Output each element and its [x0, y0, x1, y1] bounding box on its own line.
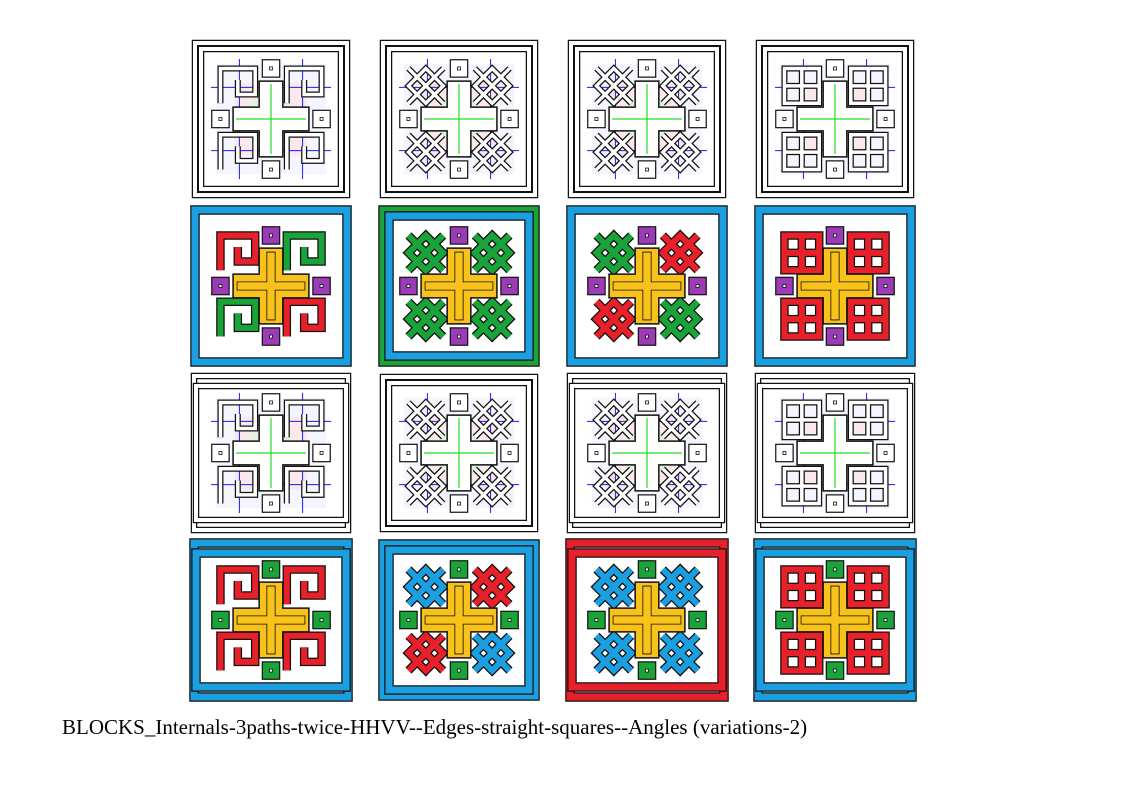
corner-knot [593, 132, 634, 173]
corner-knot [472, 399, 513, 440]
corner-knot [847, 632, 889, 674]
corner-knot [849, 467, 888, 506]
pattern-block [190, 205, 352, 367]
corner-knot [782, 400, 821, 439]
corner-knot [592, 565, 636, 609]
corner-knot [404, 565, 448, 609]
corner-knot [592, 231, 636, 275]
corner-knot [217, 232, 259, 271]
pattern-block [567, 39, 727, 199]
pattern-block [754, 205, 916, 367]
pattern-block [190, 372, 352, 534]
corner-knot [849, 133, 888, 172]
corner-knot [592, 297, 636, 341]
pattern-block [189, 538, 353, 702]
center-cross [420, 247, 498, 325]
pattern-block [191, 39, 351, 199]
corner-knot [218, 66, 257, 104]
corner-knot [658, 565, 702, 609]
corner-knot [781, 566, 823, 608]
figure-caption: BLOCKS_Internals-3paths-twice-HHVV--Edge… [62, 715, 808, 739]
corner-knot [285, 400, 324, 438]
corner-knot [658, 631, 702, 675]
corner-knot [470, 297, 514, 341]
corner-knot [283, 566, 325, 605]
corner-knot [472, 132, 513, 173]
corner-knot [405, 399, 446, 440]
corner-knot [285, 467, 324, 504]
corner-knot [593, 466, 634, 507]
pattern-block [566, 205, 728, 367]
corner-knot [405, 132, 446, 173]
corner-knot [658, 231, 702, 275]
corner-knot [218, 467, 257, 504]
corner-knot [660, 132, 701, 173]
pattern-block [565, 538, 729, 702]
corner-knot [285, 133, 324, 170]
corner-knot [470, 631, 514, 675]
corner-knot [660, 65, 701, 106]
corner-knot [405, 65, 446, 106]
corner-knot [404, 297, 448, 341]
corner-knot [847, 566, 889, 608]
pattern-block [754, 372, 916, 534]
corner-knot [470, 565, 514, 609]
corner-knot [404, 231, 448, 275]
center-cross [796, 581, 874, 659]
corner-knot [660, 399, 701, 440]
corner-knot [217, 566, 259, 605]
center-cross [608, 581, 686, 659]
center-cross [232, 247, 310, 325]
corner-knot [782, 133, 821, 172]
pattern-block [566, 372, 728, 534]
corner-knot [283, 232, 325, 271]
corner-knot [283, 298, 325, 337]
corner-knot [472, 466, 513, 507]
corner-knot [658, 297, 702, 341]
corner-knot [404, 631, 448, 675]
corner-knot [782, 467, 821, 506]
corner-knot [592, 631, 636, 675]
corner-knot [218, 400, 257, 438]
corner-knot [660, 466, 701, 507]
center-cross [796, 247, 874, 325]
corner-knot [285, 66, 324, 104]
corner-knot [470, 231, 514, 275]
center-cross [420, 581, 498, 659]
corner-knot [847, 232, 889, 274]
corner-knot [217, 298, 259, 337]
pattern-block [378, 205, 540, 367]
corner-knot [782, 66, 821, 105]
corner-knot [847, 298, 889, 340]
corner-knot [218, 133, 257, 170]
corner-knot [283, 632, 325, 671]
corner-knot [217, 632, 259, 671]
center-cross [608, 247, 686, 325]
pattern-block [755, 39, 915, 199]
corner-knot [781, 632, 823, 674]
center-cross [232, 581, 310, 659]
corner-knot [472, 65, 513, 106]
corner-knot [781, 298, 823, 340]
pattern-block [379, 373, 539, 533]
pattern-block [378, 539, 540, 701]
corner-knot [593, 65, 634, 106]
corner-knot [593, 399, 634, 440]
corner-knot [781, 232, 823, 274]
corner-knot [849, 400, 888, 439]
corner-knot [405, 466, 446, 507]
pattern-block [753, 538, 917, 702]
pattern-block [379, 39, 539, 199]
corner-knot [849, 66, 888, 105]
